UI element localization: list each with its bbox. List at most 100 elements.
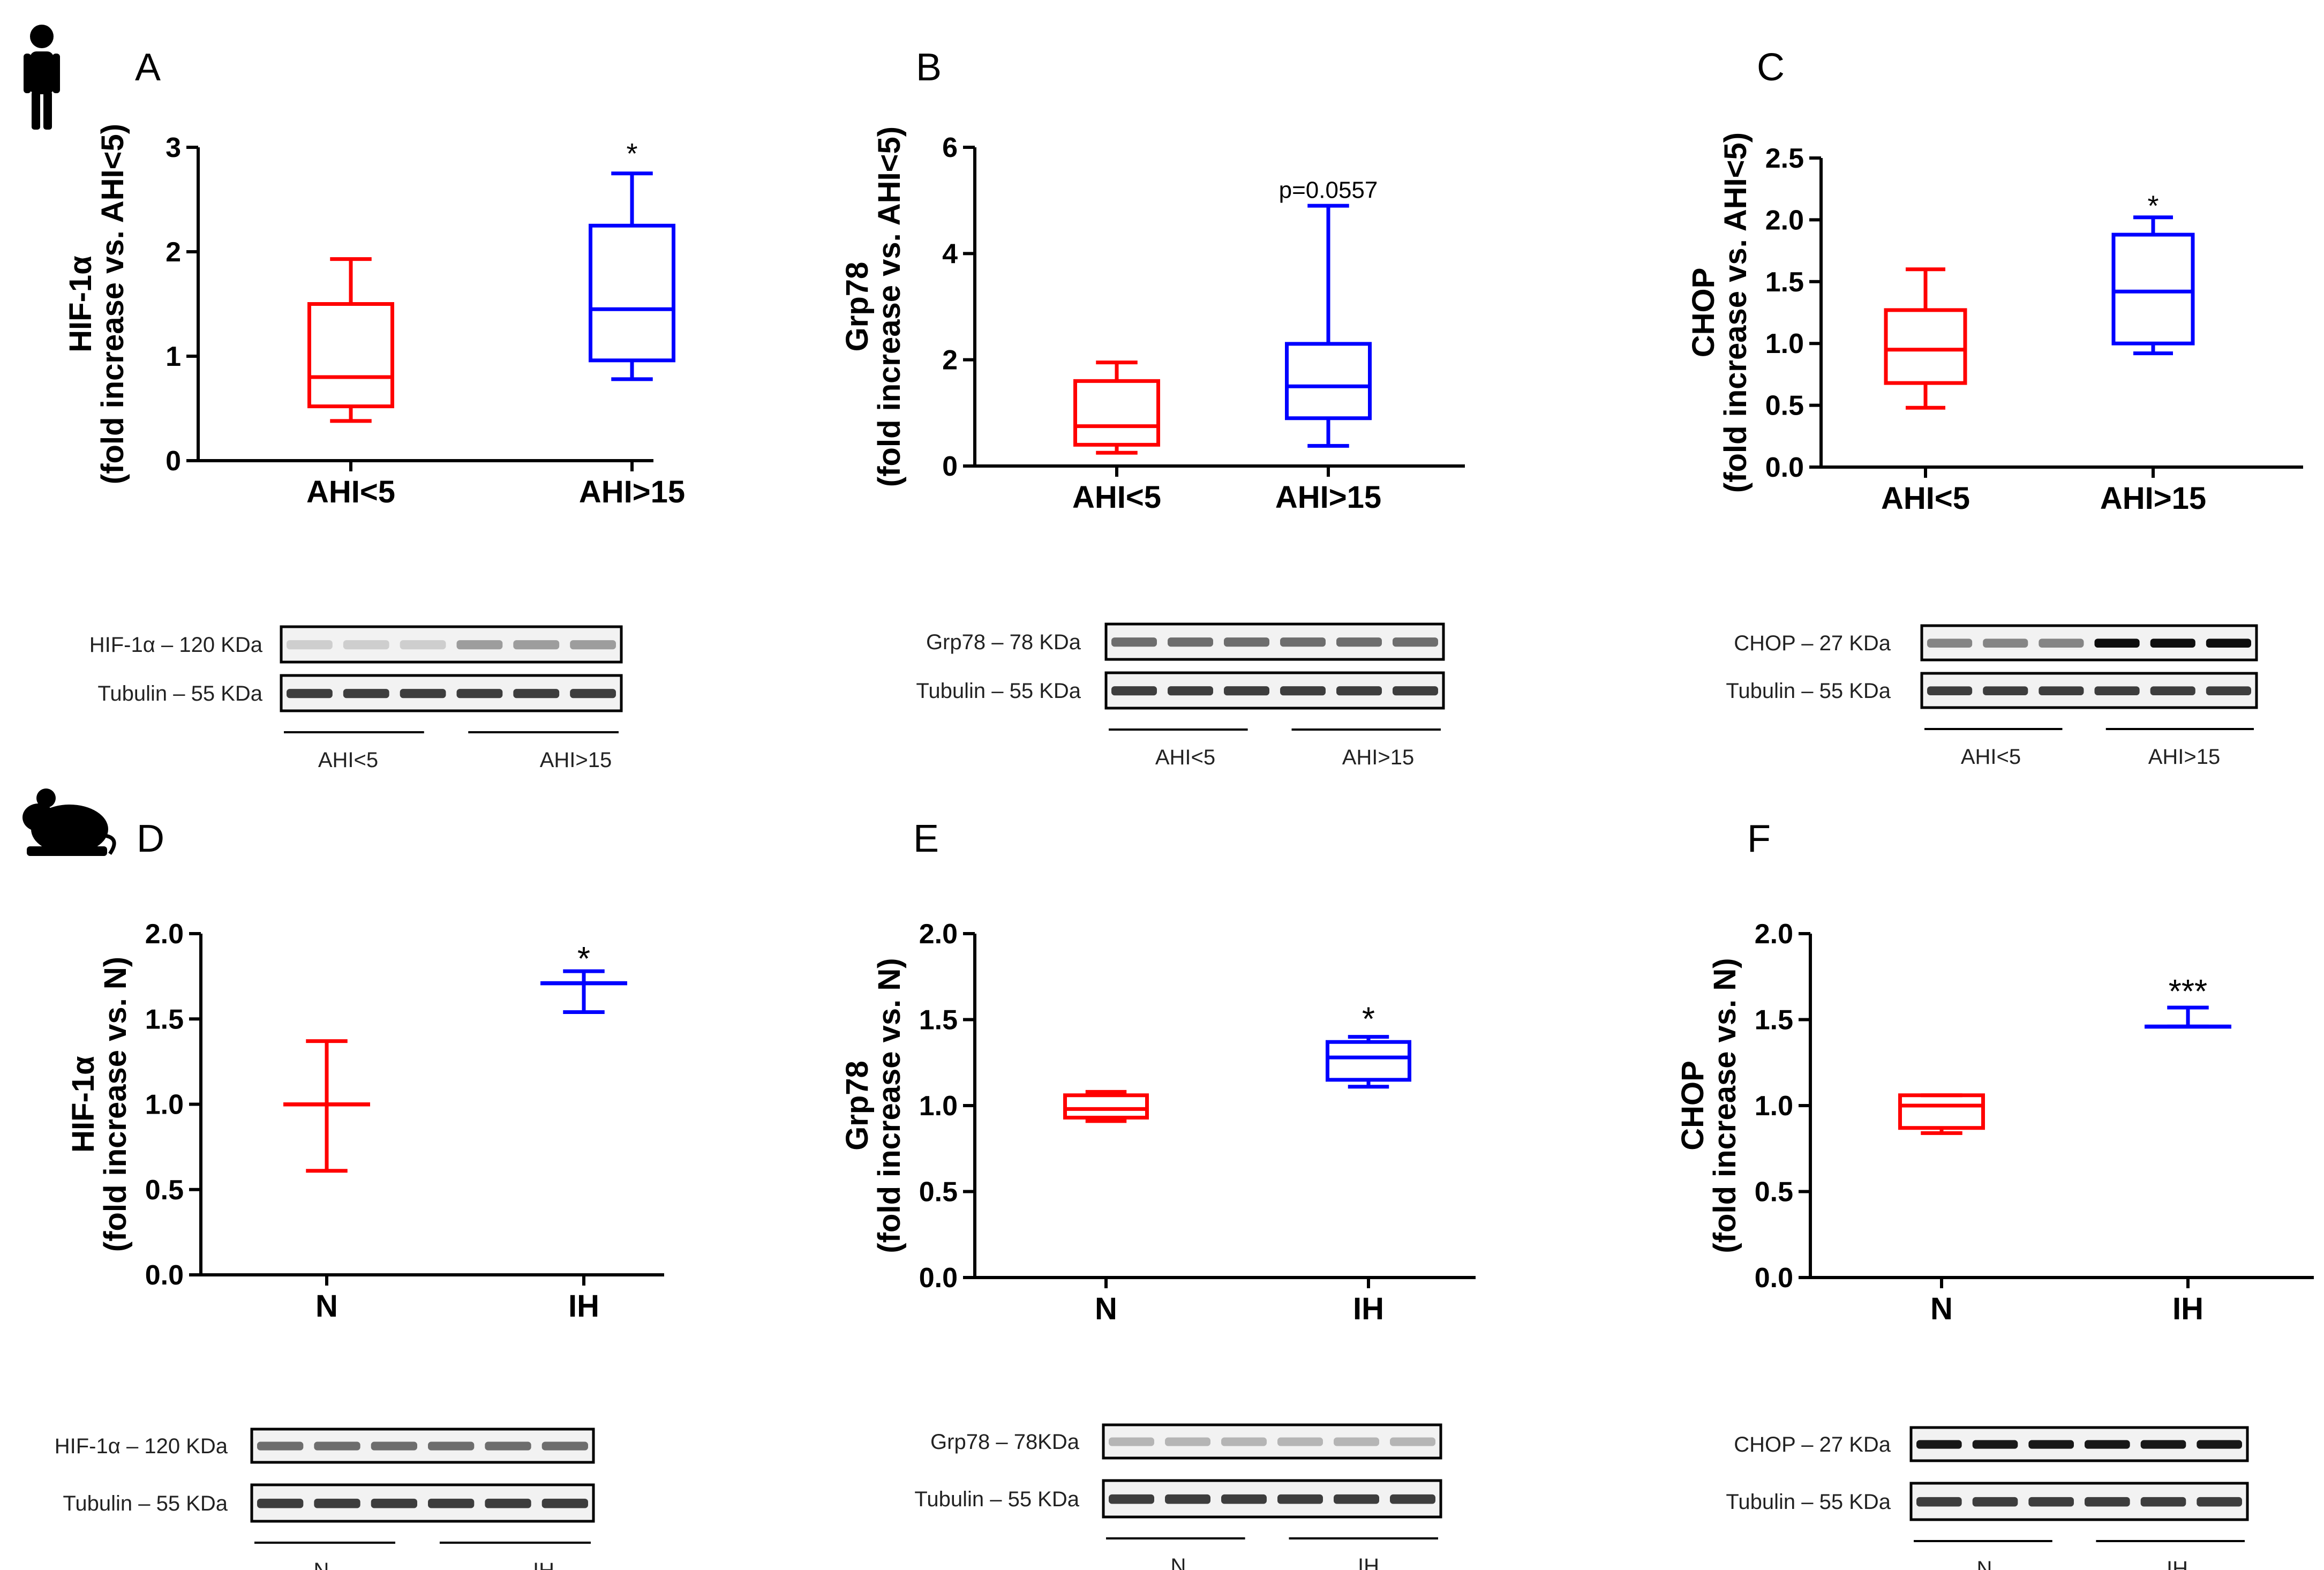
blot-band — [1109, 1437, 1154, 1446]
x-tick-label: AHI<5 — [1881, 481, 1970, 516]
blot-group-label: N — [1977, 1557, 1992, 1570]
box-N — [1898, 1093, 1985, 1135]
blot-band — [2150, 686, 2195, 695]
significance-label: * — [626, 138, 637, 170]
blot-band — [1168, 686, 1213, 696]
x-tick-label: IH — [1353, 1291, 1384, 1326]
blot-group-label: N — [314, 1559, 329, 1570]
blot-strip — [1102, 1423, 1442, 1460]
blot-strip — [1104, 671, 1445, 710]
blot-label: Tubulin – 55 KDa — [1726, 679, 1891, 703]
y-tick-label: 0.5 — [1765, 390, 1804, 422]
y-axis-title: Grp78 — [840, 1061, 875, 1151]
blot-band — [1334, 1437, 1379, 1446]
y-axis-title: CHOP — [1686, 268, 1721, 358]
panel-letter: E — [913, 817, 939, 860]
blot-band — [2197, 1440, 2242, 1449]
y-tick-label: 1.5 — [919, 1005, 958, 1036]
blot-band — [1972, 1497, 2018, 1507]
box-iqr — [1326, 1040, 1411, 1082]
blot-strip — [280, 674, 623, 712]
blot-band — [2028, 1440, 2074, 1449]
blot-band — [257, 1441, 304, 1451]
box-N — [1063, 1090, 1149, 1123]
y-tick-label: 1.5 — [1755, 1005, 1793, 1036]
x-tick-label: N — [315, 1289, 338, 1324]
box-iqr — [589, 223, 675, 363]
blot-band — [456, 640, 503, 650]
y-tick-label: 2.0 — [1755, 919, 1793, 950]
blot-group-label: IH — [2167, 1557, 2188, 1570]
blot-band — [2039, 686, 2084, 695]
blot-band — [2094, 686, 2140, 695]
blot-group-label: IH — [533, 1559, 554, 1570]
chart-panel-e: E 0.0 0.5 1.0 1.5 2.0 N IH Grp78(fold increase v… — [840, 817, 1476, 1570]
blot-band — [485, 1498, 531, 1508]
blot-band — [1277, 1494, 1323, 1504]
western-blot: HIF-1α – 120 KDa Tubulin – 55 KDa N IH — [55, 1428, 595, 1570]
x-tick-label: AHI>15 — [579, 475, 685, 509]
blot-band — [287, 689, 333, 698]
blot-strip — [250, 1483, 595, 1523]
blot-band — [314, 1441, 360, 1451]
box-iqr — [1073, 379, 1160, 447]
blot-band — [1393, 637, 1438, 647]
western-blot: CHOP – 27 KDa Tubulin – 55 KDa AHI<5 AHI>15 — [1726, 624, 2258, 769]
y-tick-label: 0.5 — [919, 1177, 958, 1208]
box-IH — [2145, 1005, 2231, 1029]
blot-band — [1277, 1437, 1323, 1446]
panel-letter: D — [137, 817, 164, 860]
panel-letter: C — [1757, 46, 1785, 89]
box-iqr — [1063, 1093, 1149, 1120]
blot-band — [513, 689, 560, 698]
box-iqr — [2111, 232, 2195, 345]
blot-label: Tubulin – 55 KDa — [916, 679, 1081, 703]
human-silhouette-icon — [24, 25, 60, 130]
y-axis-subtitle: (fold increase vs. N) — [872, 958, 907, 1253]
chart-panel-f: F 0.0 0.5 1.0 1.5 2.0 N IH CHOP(fold increase vs… — [1675, 817, 2314, 1570]
y-axis-subtitle: (fold increase vs. AHI<5) — [1718, 132, 1753, 493]
y-tick-label: 1.5 — [1765, 267, 1804, 298]
blot-group-label: AHI<5 — [318, 748, 378, 772]
blot-strip — [1909, 1426, 2249, 1462]
blot-strip — [1920, 672, 2258, 709]
blot-label: CHOP – 27 KDa — [1734, 1433, 1891, 1456]
panel-letter: A — [135, 46, 161, 89]
blot-label: Tubulin – 55 KDa — [63, 1492, 228, 1515]
chart-panel-a: A 0 1 2 3 AHI<5 AHI>15 HIF-1α(fold increase vs.… — [63, 46, 685, 772]
blot-band — [1334, 1494, 1379, 1504]
x-tick-label: N — [1930, 1291, 1953, 1326]
blot-band — [1109, 1494, 1154, 1504]
blot-band — [371, 1441, 417, 1451]
y-axis-title: CHOP — [1675, 1061, 1710, 1151]
blot-band — [400, 640, 446, 650]
y-axis-subtitle: (fold increase vs. AHI<5) — [872, 126, 907, 487]
y-axis-subtitle: (fold increase vs. N) — [98, 957, 133, 1252]
y-tick-label: 2.0 — [919, 919, 958, 950]
blot-band — [1221, 1437, 1267, 1446]
blot-label: Grp78 – 78KDa — [930, 1430, 1080, 1454]
y-tick-label: 2.0 — [1765, 205, 1804, 236]
significance-label: p=0.0557 — [1279, 177, 1378, 203]
y-tick-label: 0.0 — [145, 1260, 184, 1291]
blot-band — [1224, 686, 1269, 696]
blot-band — [287, 640, 333, 650]
blot-band — [2197, 1497, 2242, 1507]
blot-group-label: AHI>15 — [540, 748, 612, 772]
blot-band — [1972, 1440, 2018, 1449]
blot-band — [428, 1441, 475, 1451]
chart-panel-d: D 0.0 0.5 1.0 1.5 2.0 N IH HIF-1α(fold increase … — [55, 817, 664, 1570]
box-N — [283, 1039, 370, 1173]
blot-band — [1280, 686, 1326, 696]
y-axis-subtitle: (fold increase vs. AHI<5) — [95, 124, 130, 484]
y-axis-title: Grp78 — [840, 262, 875, 352]
blot-band — [1916, 1497, 1962, 1507]
western-blot: HIF-1α – 120 KDa Tubulin – 55 KDa AHI<5 AHI… — [89, 625, 623, 772]
blot-band — [2085, 1440, 2130, 1449]
blot-band — [343, 640, 389, 650]
blot-strip — [250, 1428, 595, 1464]
y-tick-label: 0 — [942, 451, 958, 482]
blot-band — [257, 1498, 304, 1508]
western-blot: Grp78 – 78KDa Tubulin – 55 KDa N IH — [914, 1423, 1442, 1570]
